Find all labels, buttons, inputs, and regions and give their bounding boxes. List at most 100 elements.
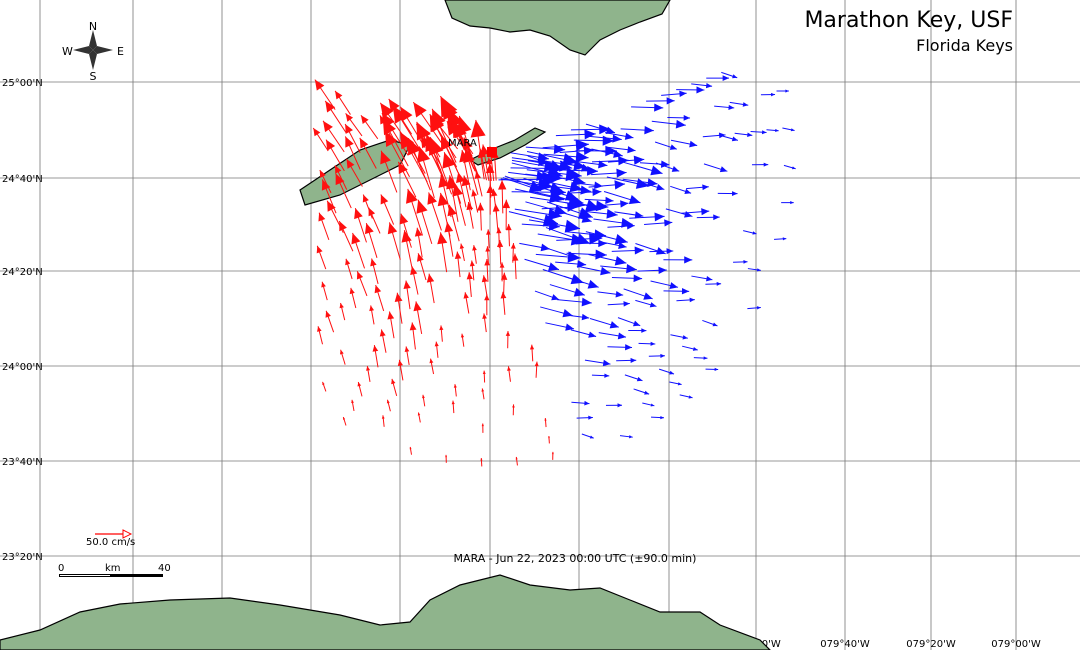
lon-label: 079°40'W (820, 639, 870, 650)
vector-head (669, 370, 675, 375)
vector-head (499, 262, 505, 268)
vector-head (785, 89, 789, 93)
vector-head (600, 266, 611, 276)
vector-head (549, 159, 561, 169)
vector-head (722, 75, 730, 81)
vector-head (469, 260, 475, 267)
vector-head (650, 165, 663, 176)
vector-head (565, 323, 575, 331)
vector-head (317, 326, 322, 332)
vector-head (481, 388, 485, 392)
vector-head (357, 381, 362, 387)
vector-head (326, 139, 336, 151)
vector-head (387, 311, 395, 320)
vector-head (675, 119, 686, 129)
vector-head (606, 209, 618, 219)
florida-mainland (444, 0, 671, 56)
vector-head (512, 404, 515, 408)
vector-head (323, 120, 333, 133)
vector-head (484, 294, 490, 301)
vector-head (485, 246, 491, 252)
vector-head (413, 301, 422, 312)
vector-head (575, 151, 589, 163)
vector-head (421, 126, 431, 138)
vector-head (684, 256, 693, 264)
vector-head (379, 115, 388, 125)
vector-head (771, 92, 776, 97)
vector-head (327, 200, 336, 212)
vector-head (712, 322, 718, 327)
vector-head (586, 166, 598, 176)
vector-head (628, 435, 633, 439)
vector-head (385, 131, 398, 148)
vector-head (496, 227, 502, 234)
vector-head (677, 382, 682, 386)
vector-head (588, 415, 593, 420)
vector-head (756, 268, 761, 272)
title: Marathon Key, USF (804, 8, 1013, 33)
station-label: MARA (448, 138, 477, 149)
scale-unit: km (105, 563, 121, 574)
vector-head (743, 260, 748, 264)
vector-head (406, 138, 416, 152)
lat-label: 25°00'N (2, 78, 43, 89)
vector-head (481, 275, 488, 283)
vector-head (732, 74, 738, 79)
vector-head (544, 418, 547, 421)
vector-head (790, 201, 794, 205)
vector-head (634, 211, 644, 219)
vector-head (445, 454, 448, 458)
vector-head (345, 113, 354, 122)
vector-head (339, 302, 344, 309)
vector-head (470, 119, 486, 138)
vector-head (507, 366, 511, 371)
vector-head (602, 135, 614, 146)
vector-head (441, 138, 451, 150)
vector-head (763, 162, 769, 167)
vector-head (322, 381, 325, 385)
vector-head (584, 129, 596, 140)
vector-head (340, 349, 344, 355)
vector-head (683, 114, 691, 121)
vector-head (399, 213, 409, 225)
vector-head (713, 214, 720, 221)
vector-head (433, 118, 445, 131)
vector-head (369, 305, 375, 312)
vector-head (688, 395, 693, 399)
vector-head (335, 90, 343, 100)
vector-head (356, 271, 364, 280)
vector-head (345, 258, 351, 266)
vector-head (627, 146, 636, 154)
vector-head (379, 329, 386, 337)
vector-head (335, 165, 342, 174)
compass-e: E (117, 45, 124, 58)
vector-head (429, 358, 434, 364)
vector-head (437, 192, 449, 207)
vector-head (325, 310, 331, 318)
vector-head (319, 170, 326, 178)
vector-head (444, 222, 454, 233)
vector-head (592, 188, 602, 197)
vector-head (498, 180, 507, 190)
compass-n: N (89, 20, 97, 33)
vector-head (775, 128, 779, 132)
current-vectors (312, 71, 796, 467)
vector-head (374, 285, 382, 294)
vector-head (628, 194, 641, 205)
vector-head (401, 230, 412, 243)
vector-head (515, 456, 518, 460)
compass-w: W (62, 45, 73, 58)
vector-head (718, 132, 726, 139)
vector-head (605, 126, 615, 134)
vector-head (625, 344, 633, 351)
vector-head (534, 361, 539, 367)
vector-head (403, 280, 411, 290)
lon-label: 079°00'W (991, 639, 1041, 650)
vector-head (705, 82, 713, 89)
vector-head (742, 102, 749, 107)
vector-head (490, 188, 498, 197)
vector-head (615, 291, 624, 298)
vector-head (459, 243, 465, 249)
subtitle: Florida Keys (916, 36, 1013, 55)
vector-head (548, 436, 550, 439)
